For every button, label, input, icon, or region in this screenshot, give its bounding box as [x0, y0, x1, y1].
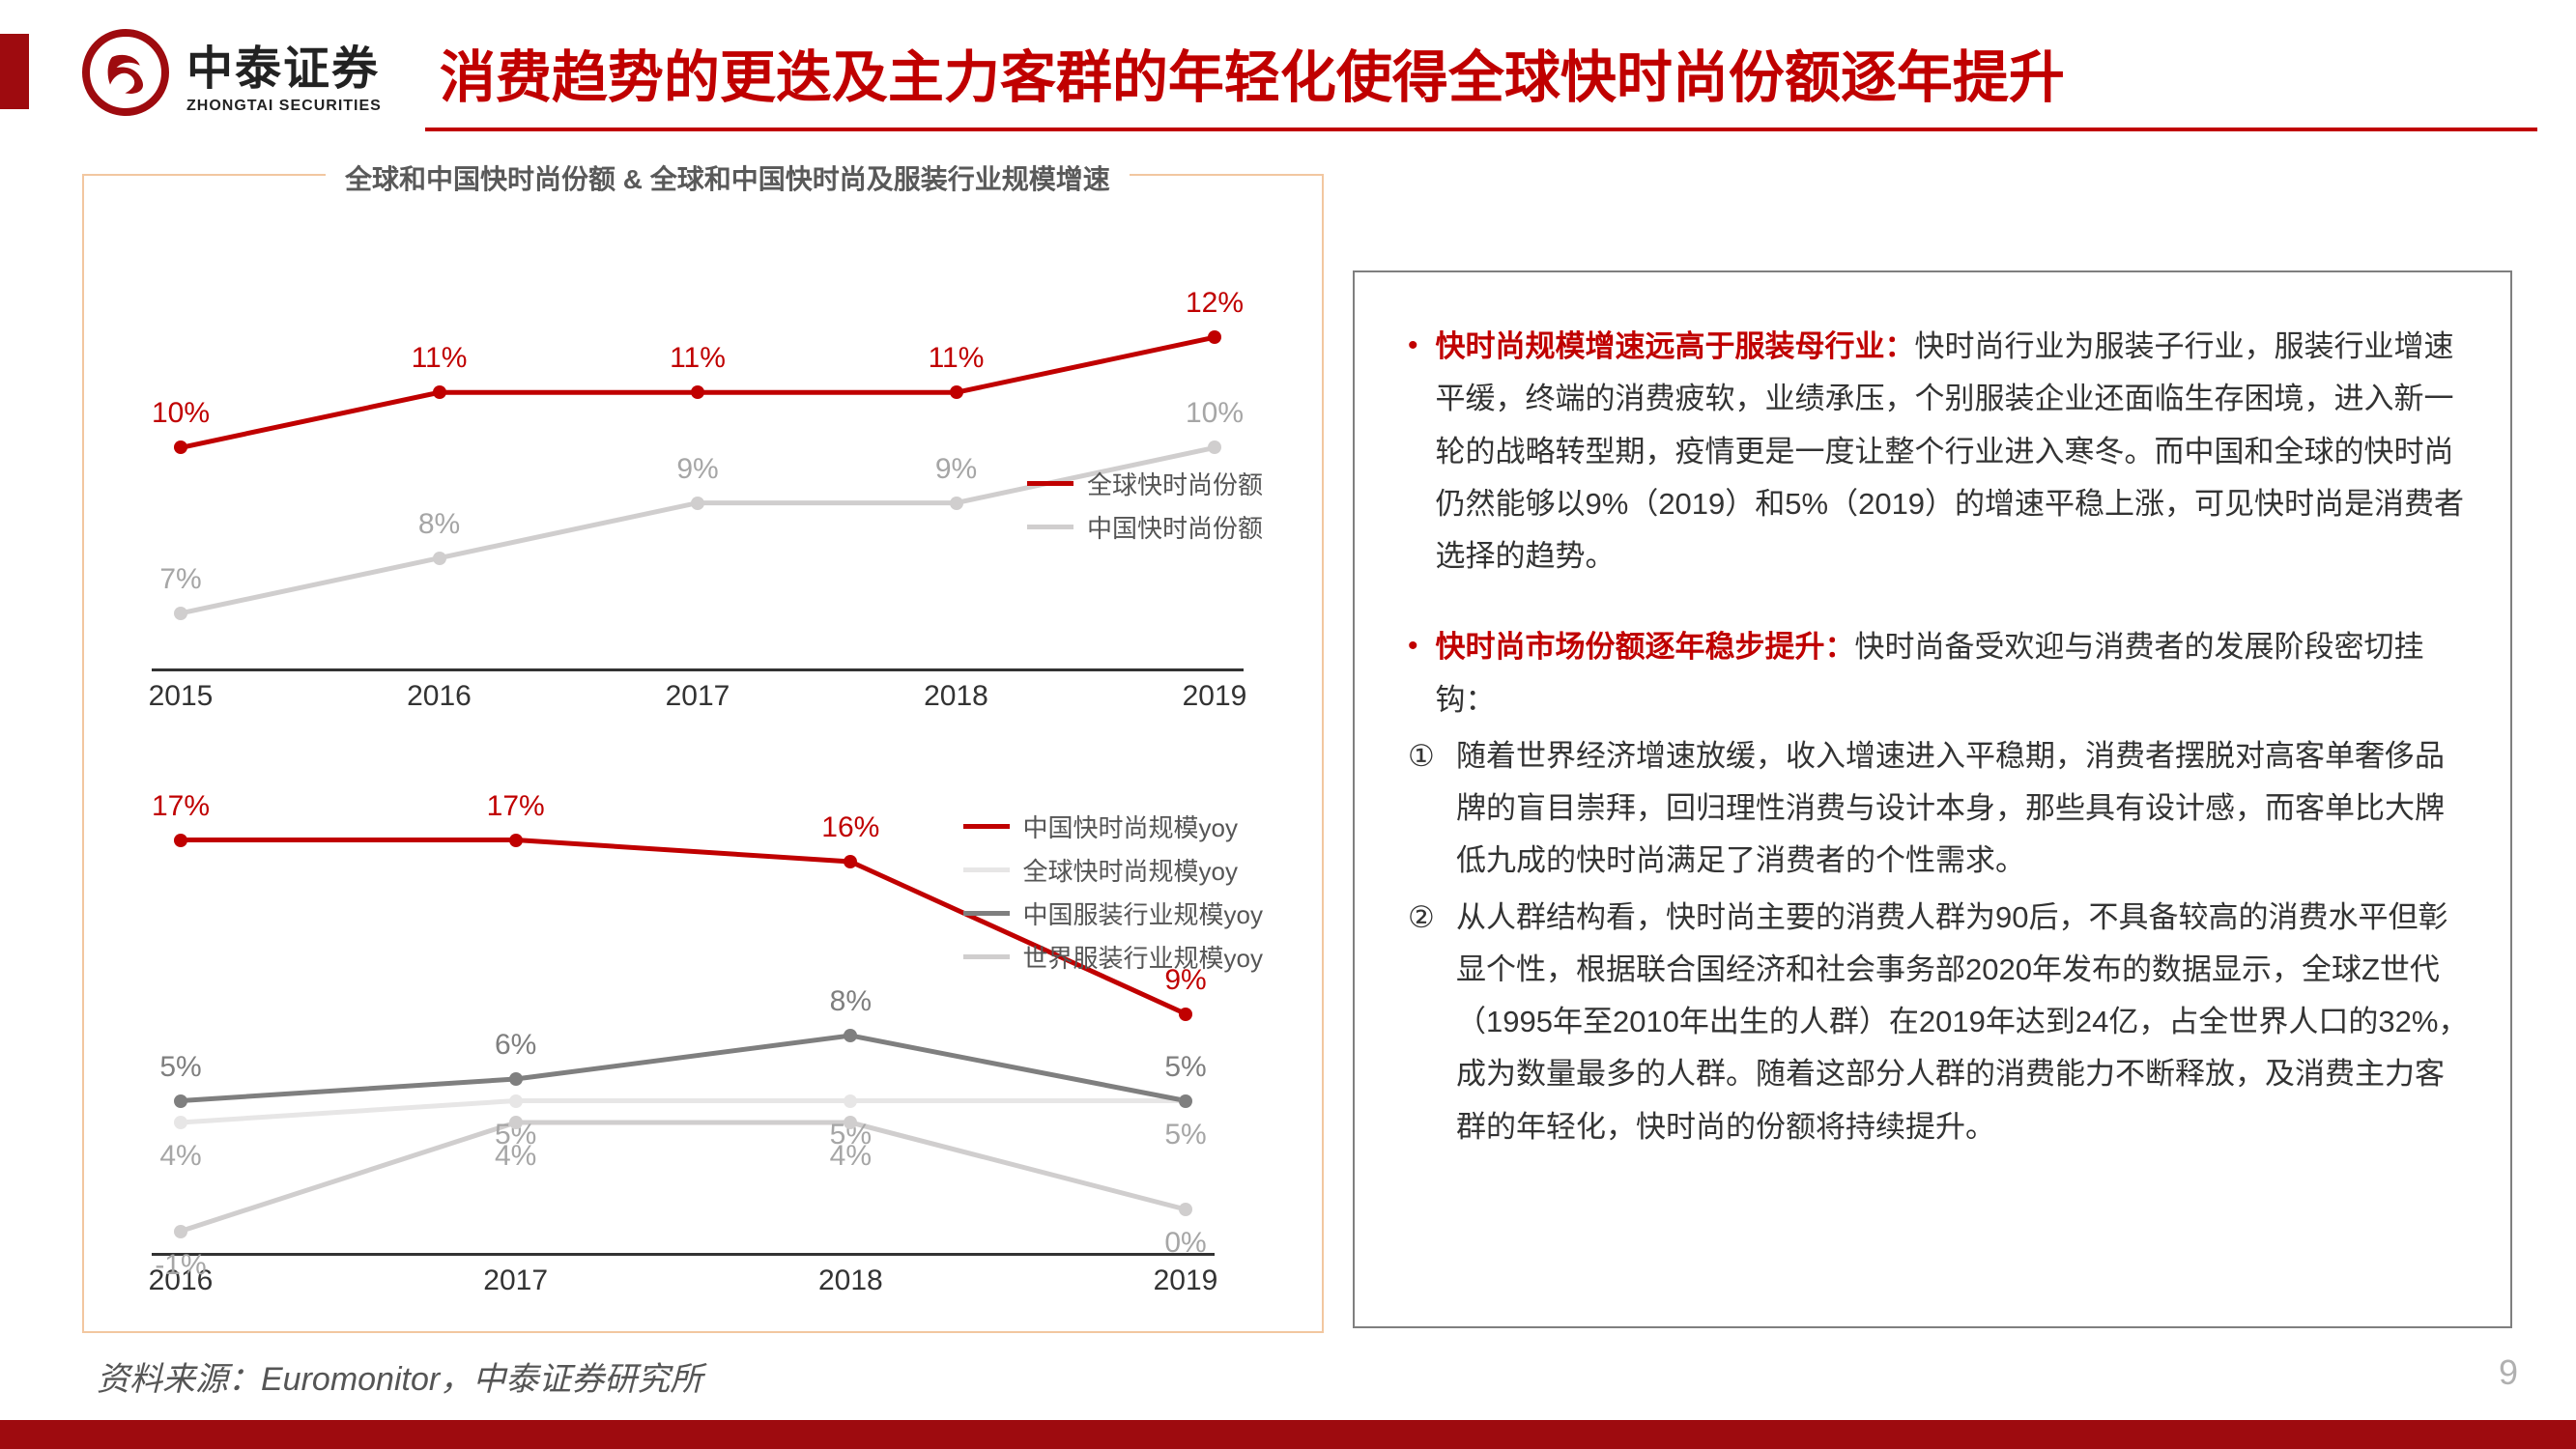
data-label: 17% — [152, 790, 210, 823]
legend-item: 中国快时尚规模yoy — [963, 809, 1263, 844]
legend-label: 中国快时尚份额 — [1087, 509, 1263, 545]
data-label: 10% — [1186, 397, 1244, 430]
legend-swatch — [1027, 525, 1073, 529]
data-point — [174, 440, 187, 454]
title-underline — [425, 128, 2537, 131]
data-label: 4% — [159, 1140, 201, 1173]
data-label: 8% — [830, 985, 872, 1018]
data-point — [509, 1116, 523, 1129]
data-label: 5% — [1164, 1119, 1206, 1151]
data-point — [844, 855, 857, 868]
data-label: 9% — [676, 453, 718, 486]
data-point — [1208, 330, 1221, 344]
sub-text-2: 从人群结构看，快时尚主要的消费人群为90后，不具备较高的消费水平但彰显个性，根据… — [1456, 892, 2472, 1153]
page-title: 消费趋势的更迭及主力客群的年轻化使得全球快时尚份额逐年提升 — [440, 32, 2065, 113]
data-point — [433, 385, 446, 399]
data-label: 11% — [670, 342, 726, 375]
data-label: 4% — [830, 1140, 872, 1173]
data-point — [174, 1225, 187, 1238]
bullet-2: • 快时尚市场份额逐年稳步提升：快时尚备受欢迎与消费者的发展阶段密切挂钩： — [1408, 621, 2472, 726]
legend-label: 中国服装行业规模yoy — [1023, 895, 1263, 931]
chart-upper: 2015201620172018201910%11%11%11%12%7%8%9… — [123, 224, 1282, 746]
sub-item-1: ① 随着世界经济增速放缓，收入增速进入平稳期，消费者摆脱对高客单奢侈品牌的盲目崇… — [1408, 730, 2472, 888]
data-point — [509, 1094, 523, 1108]
data-label: 10% — [152, 397, 210, 430]
sub-num-1: ① — [1408, 730, 1456, 888]
data-point — [174, 1094, 187, 1108]
bullet-2-title: 快时尚市场份额逐年稳步提升： — [1436, 630, 1855, 664]
data-point — [509, 1072, 523, 1086]
legend-swatch — [963, 824, 1010, 829]
data-point — [844, 1094, 857, 1108]
bullet-1: • 快时尚规模增速远高于服装母行业：快时尚行业为服装子行业，服装行业增速平缓，终… — [1408, 321, 2472, 582]
data-label: 5% — [159, 1051, 201, 1084]
data-label: 17% — [487, 790, 545, 823]
bullet-icon: • — [1408, 321, 1418, 582]
legend-item: 中国快时尚份额 — [1027, 509, 1263, 545]
legend-item: 世界服装行业规模yoy — [963, 939, 1263, 975]
commentary-box: • 快时尚规模增速远高于服装母行业：快时尚行业为服装子行业，服装行业增速平缓，终… — [1353, 270, 2512, 1328]
legend-label: 中国快时尚规模yoy — [1023, 809, 1238, 844]
logo-icon — [82, 29, 169, 116]
data-point — [844, 1029, 857, 1042]
left-accent-bar — [0, 34, 29, 109]
legend-item: 全球快时尚份额 — [1027, 466, 1263, 501]
legend-swatch — [1027, 481, 1073, 486]
bullet-icon: • — [1408, 621, 1418, 726]
legend-item: 中国服装行业规模yoy — [963, 895, 1263, 931]
data-label: 11% — [929, 342, 985, 375]
bullet-1-body: 快时尚行业为服装子行业，服装行业增速平缓，终端的消费疲软，业绩承压，个别服装企业… — [1436, 329, 2465, 573]
data-point — [1179, 1094, 1192, 1108]
legend: 全球快时尚份额中国快时尚份额 — [1027, 466, 1263, 545]
sub-text-1: 随着世界经济增速放缓，收入增速进入平稳期，消费者摆脱对高客单奢侈品牌的盲目崇拜，… — [1456, 730, 2472, 888]
data-point — [1179, 1203, 1192, 1216]
chart-lower: 201620172018201917%17%16%9%4%5%5%5%5%6%8… — [123, 780, 1282, 1316]
data-point — [691, 385, 704, 399]
logo: 中泰证券 ZHONGTAI SECURITIES — [82, 29, 382, 116]
data-point — [950, 385, 963, 399]
data-label: 12% — [1186, 287, 1244, 320]
data-label: 8% — [418, 508, 460, 541]
logo-text-en: ZHONGTAI SECURITIES — [186, 98, 382, 115]
data-point — [509, 834, 523, 847]
chart-title: 全球和中国快时尚份额 & 全球和中国快时尚及服装行业规模增速 — [326, 158, 1130, 197]
data-point — [174, 834, 187, 847]
header: 中泰证券 ZHONGTAI SECURITIES 消费趋势的更迭及主力客群的年轻… — [82, 29, 2065, 116]
data-label: -1% — [155, 1249, 206, 1282]
data-label: 7% — [159, 563, 201, 596]
legend-swatch — [963, 954, 1010, 959]
chart-frame: 全球和中国快时尚份额 & 全球和中国快时尚及服装行业规模增速 201520162… — [82, 174, 1324, 1333]
data-point — [844, 1116, 857, 1129]
data-point — [174, 1116, 187, 1129]
legend-swatch — [963, 911, 1010, 916]
data-label: 4% — [495, 1140, 536, 1173]
data-label: 6% — [495, 1029, 536, 1062]
data-label: 0% — [1164, 1227, 1206, 1260]
data-point — [433, 552, 446, 565]
data-label: 5% — [1164, 1051, 1206, 1084]
data-point — [950, 497, 963, 510]
legend-label: 全球快时尚份额 — [1087, 466, 1263, 501]
source-line: 资料来源：Euromonitor，中泰证券研究所 — [97, 1352, 702, 1400]
bullet-1-title: 快时尚规模增速远高于服装母行业： — [1436, 329, 1915, 363]
sub-num-2: ② — [1408, 892, 1456, 1153]
data-label: 16% — [821, 811, 879, 844]
data-label: 9% — [935, 453, 977, 486]
legend-label: 全球快时尚规模yoy — [1023, 852, 1238, 888]
legend-label: 世界服装行业规模yoy — [1023, 939, 1263, 975]
data-point — [1208, 440, 1221, 454]
data-point — [1179, 1008, 1192, 1021]
page-number: 9 — [2499, 1352, 2518, 1393]
legend-swatch — [963, 867, 1010, 872]
legend-item: 全球快时尚规模yoy — [963, 852, 1263, 888]
data-point — [174, 607, 187, 620]
bottom-bar — [0, 1420, 2576, 1449]
sub-item-2: ② 从人群结构看，快时尚主要的消费人群为90后，不具备较高的消费水平但彰显个性，… — [1408, 892, 2472, 1153]
legend: 中国快时尚规模yoy 全球快时尚规模yoy 中国服装行业规模yoy 世界服装行业规模y… — [963, 809, 1263, 975]
logo-text-cn: 中泰证券 — [186, 30, 382, 98]
data-label: 11% — [412, 342, 468, 375]
data-point — [691, 497, 704, 510]
